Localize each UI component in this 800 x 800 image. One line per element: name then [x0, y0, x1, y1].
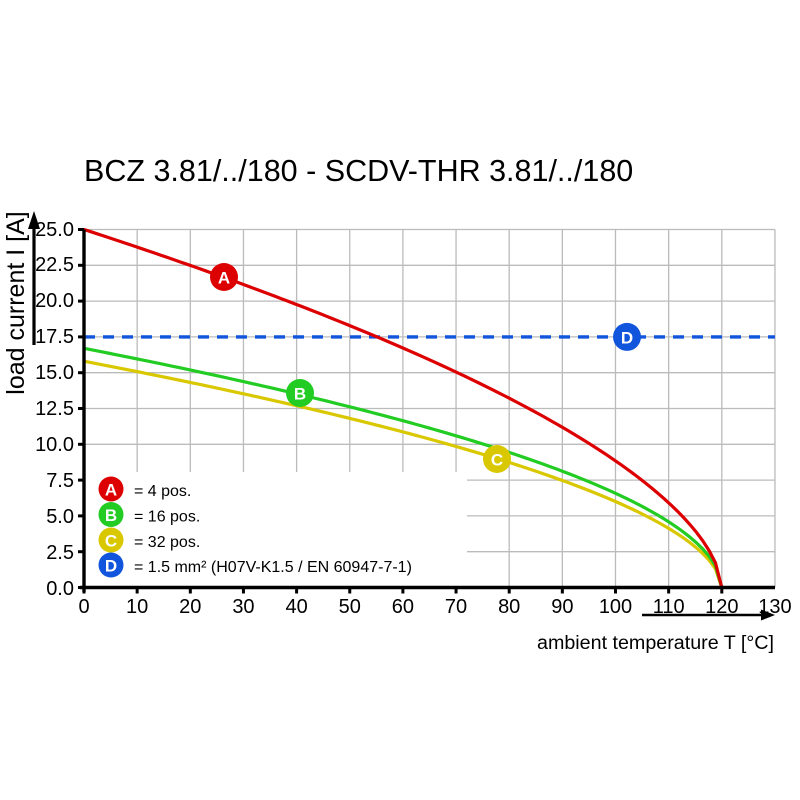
svg-text:10.0: 10.0: [35, 434, 74, 456]
svg-text:90: 90: [551, 596, 573, 618]
svg-text:100: 100: [599, 596, 632, 618]
svg-text:0.0: 0.0: [46, 578, 74, 600]
svg-text:load current I [A]: load current I [A]: [2, 211, 30, 394]
svg-text:2.5: 2.5: [46, 542, 74, 564]
svg-text:25.0: 25.0: [35, 219, 74, 241]
svg-text:20: 20: [179, 596, 201, 618]
svg-text:C: C: [491, 451, 503, 470]
svg-text:= 16 pos.: = 16 pos.: [134, 509, 200, 526]
svg-text:5.0: 5.0: [46, 506, 74, 528]
svg-text:12.5: 12.5: [35, 398, 74, 420]
svg-text:30: 30: [232, 596, 254, 618]
svg-text:0: 0: [78, 596, 89, 618]
svg-text:B: B: [105, 506, 117, 525]
svg-text:= 1.5 mm² (H07V-K1.5 / EN 6094: = 1.5 mm² (H07V-K1.5 / EN 60947-7-1): [134, 559, 412, 576]
svg-text:A: A: [218, 269, 230, 288]
svg-text:20.0: 20.0: [35, 290, 74, 312]
svg-text:22.5: 22.5: [35, 254, 74, 276]
svg-text:B: B: [294, 385, 306, 404]
svg-text:ambient temperature T [°C]: ambient temperature T [°C]: [537, 632, 774, 654]
svg-text:50: 50: [339, 596, 361, 618]
svg-text:60: 60: [392, 596, 414, 618]
svg-text:= 32 pos.: = 32 pos.: [134, 534, 200, 551]
svg-text:70: 70: [445, 596, 467, 618]
svg-text:D: D: [621, 329, 633, 348]
svg-text:15.0: 15.0: [35, 362, 74, 384]
svg-text:A: A: [105, 481, 117, 500]
svg-text:80: 80: [498, 596, 520, 618]
svg-text:C: C: [105, 532, 117, 551]
svg-text:= 4 pos.: = 4 pos.: [134, 483, 191, 500]
svg-text:7.5: 7.5: [46, 470, 74, 492]
svg-text:40: 40: [285, 596, 307, 618]
svg-text:17.5: 17.5: [35, 326, 74, 348]
svg-text:D: D: [105, 557, 117, 576]
svg-text:10: 10: [126, 596, 148, 618]
